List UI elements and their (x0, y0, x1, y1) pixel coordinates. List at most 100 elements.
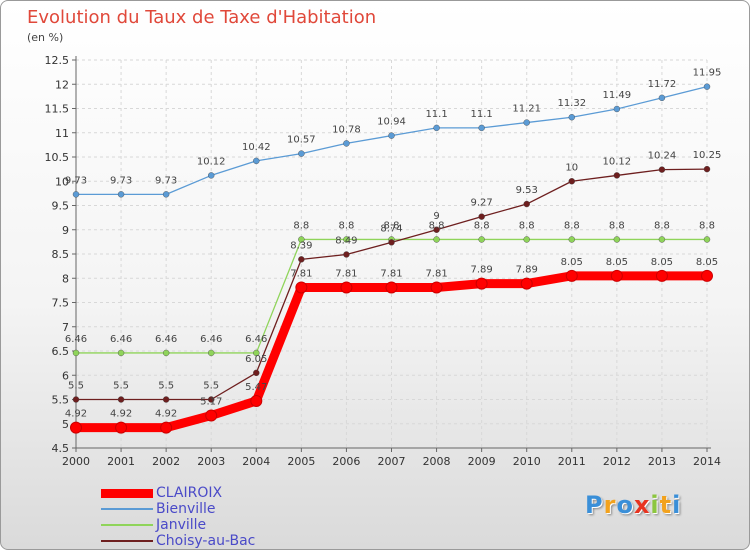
data-label: 5.5 (113, 381, 129, 392)
legend-swatch (101, 524, 153, 526)
proxiti-logo: Proxiti (585, 491, 681, 519)
data-label: 8.39 (290, 240, 312, 251)
data-label: 10.57 (287, 135, 316, 146)
data-label: 5.17 (200, 397, 222, 408)
data-point (523, 200, 530, 208)
data-label: 10.24 (648, 151, 677, 162)
chart-title: Evolution du Taux de Taxe d'Habitation (27, 7, 377, 28)
y-tick-label: 10 (55, 175, 69, 188)
data-point (703, 83, 711, 90)
legend-swatch (101, 488, 153, 498)
data-point (117, 349, 125, 357)
data-label: 10.25 (693, 150, 722, 161)
data-label: 8.05 (696, 257, 718, 268)
logo-letter: i (672, 491, 682, 519)
x-tick-label: 2000 (62, 455, 90, 468)
data-label: 8.74 (380, 223, 402, 234)
data-label: 6.46 (155, 334, 177, 345)
data-point (613, 236, 621, 243)
legend-label: CLAIROIX (156, 485, 223, 501)
data-point (565, 269, 578, 282)
data-point (343, 251, 350, 258)
logo-letter: t (659, 491, 673, 519)
data-label: 9.73 (65, 175, 87, 186)
data-point (388, 132, 395, 139)
data-label: 7.81 (380, 268, 402, 279)
data-label: 10.12 (603, 156, 632, 167)
y-tick-label: 10.5 (45, 151, 70, 164)
data-label: 8.05 (651, 257, 673, 268)
data-label: 10 (565, 162, 578, 173)
data-label: 5.47 (245, 382, 267, 393)
data-label: 7.81 (290, 268, 312, 279)
data-point (117, 191, 125, 198)
data-point (343, 236, 350, 243)
data-label: 4.92 (110, 409, 132, 420)
data-point (162, 396, 170, 403)
data-point (162, 191, 170, 198)
data-point (298, 256, 305, 263)
data-point (250, 394, 263, 407)
data-label: 4.92 (155, 409, 177, 420)
x-tick-label: 2007 (378, 455, 406, 468)
data-point (430, 281, 443, 294)
data-point (72, 191, 80, 198)
data-label: 10.78 (332, 124, 361, 135)
data-label: 9 (433, 211, 439, 222)
data-point (658, 166, 666, 173)
data-point (568, 114, 575, 121)
data-label: 9.27 (471, 198, 493, 209)
data-label: 8.05 (561, 257, 583, 268)
data-point (523, 119, 530, 126)
y-tick-label: 4.5 (52, 442, 70, 455)
legend-label: Bienville (156, 501, 216, 517)
data-point (160, 421, 173, 434)
data-point (475, 277, 488, 290)
data-point (613, 105, 621, 113)
legend-swatch (101, 508, 153, 510)
y-tick-label: 9.5 (52, 200, 70, 213)
data-label: 11.72 (648, 79, 677, 90)
y-tick-label: 12.5 (45, 54, 70, 67)
data-point (295, 281, 308, 294)
data-point (253, 349, 260, 357)
data-label: 10.12 (197, 156, 226, 167)
data-label: 8.49 (335, 235, 357, 246)
logo-letter: r (603, 491, 617, 519)
data-label: 8.8 (474, 220, 490, 231)
data-point (433, 226, 440, 233)
data-label: 8.8 (429, 220, 445, 231)
y-tick-label: 8 (62, 272, 69, 285)
data-point (701, 269, 713, 282)
series-layer (70, 83, 713, 434)
data-point (658, 236, 666, 243)
data-label: 6.46 (245, 334, 267, 345)
data-point (298, 150, 305, 157)
data-point (205, 409, 218, 422)
data-point (117, 396, 125, 403)
data-label: 11.49 (603, 90, 632, 101)
data-label: 10.42 (242, 142, 271, 153)
data-label: 5.5 (158, 381, 174, 392)
y-tick-label: 8.5 (52, 248, 70, 261)
data-label: 8.8 (338, 220, 354, 231)
x-tick-label: 2011 (558, 455, 586, 468)
x-tick-label: 2002 (152, 455, 180, 468)
data-point (658, 94, 666, 102)
data-label: 11.1 (425, 109, 447, 120)
data-label: 10.94 (377, 117, 406, 128)
data-point (70, 421, 82, 434)
x-tick-label: 2013 (648, 455, 676, 468)
data-label: 11.95 (693, 68, 722, 79)
legend-label: Janville (156, 517, 207, 533)
logo-letter: i (650, 491, 660, 519)
y-tick-label: 5.5 (52, 394, 70, 407)
data-label: 8.8 (293, 220, 309, 231)
x-tick-label: 2001 (107, 455, 135, 468)
data-point (208, 396, 215, 403)
data-point (298, 236, 305, 243)
data-point (253, 369, 260, 377)
data-label: 5.5 (203, 381, 219, 392)
logo-letter: x (633, 491, 651, 519)
